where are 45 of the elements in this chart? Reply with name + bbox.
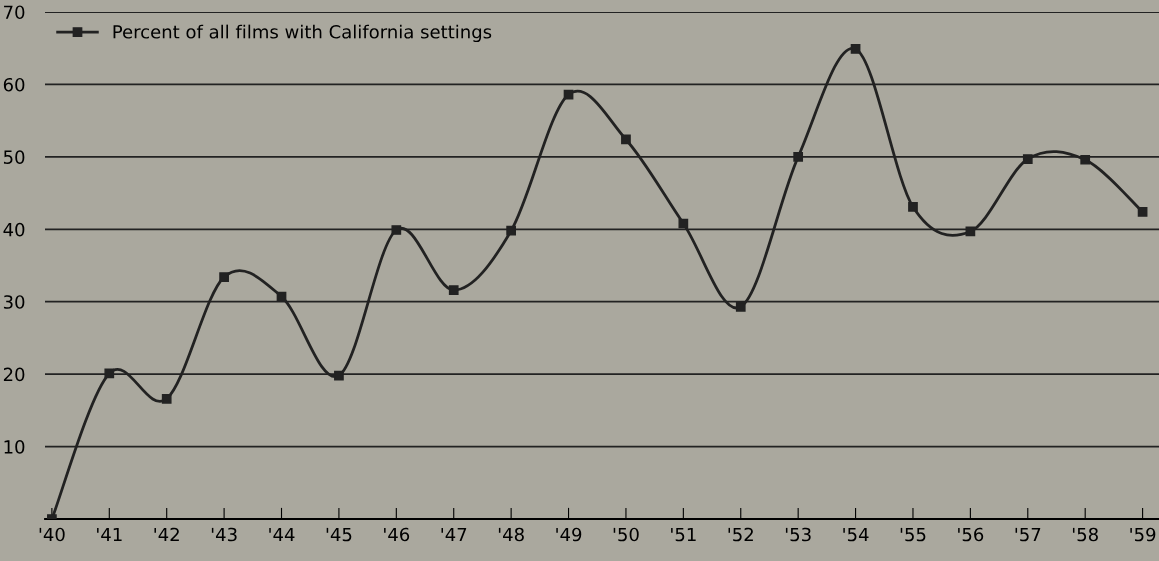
legend-label: Percent of all films with California settings	[113, 24, 492, 43]
x-tick-label: '46	[384, 527, 410, 542]
x-tick-label: '40	[39, 527, 65, 542]
x-tick-label: '49	[556, 527, 582, 542]
x-tick-label: '45	[326, 527, 352, 542]
point	[276, 291, 287, 302]
point	[793, 151, 804, 162]
x-tick-label: '42	[154, 527, 179, 542]
y-tick-label: 10	[4, 440, 25, 454]
x-tick-label: '48	[498, 527, 524, 542]
point	[334, 370, 344, 381]
x-tick-label: '44	[269, 527, 295, 542]
x-tick-label: '53	[785, 527, 811, 542]
y-tick-label: 60	[3, 77, 25, 92]
point	[1080, 154, 1091, 165]
point	[621, 134, 631, 145]
point	[908, 201, 918, 212]
point	[219, 272, 229, 282]
point	[735, 301, 746, 312]
point	[678, 218, 689, 229]
point	[448, 285, 459, 295]
y-tick-label: 50	[3, 150, 25, 164]
y-tick-label: 40	[3, 222, 25, 237]
y-tick-label: 70	[4, 5, 25, 20]
y-tick-label: 30	[3, 295, 25, 309]
point	[506, 225, 516, 236]
x-tick-label: '54	[843, 527, 869, 542]
x-tick-label: '58	[1072, 527, 1098, 542]
x-tick-label: '47	[441, 527, 467, 542]
point	[161, 393, 172, 404]
x-tick-label: '55	[900, 527, 926, 542]
point	[850, 44, 861, 54]
point	[391, 225, 402, 235]
point	[104, 368, 115, 379]
point	[1137, 207, 1148, 217]
x-tick-label: '56	[958, 527, 984, 542]
x-tick-label: '50	[613, 527, 639, 542]
point	[1022, 154, 1033, 164]
x-tick-label: '51	[671, 527, 696, 542]
x-tick-label: '59	[1130, 527, 1156, 542]
x-tick-label: '52	[728, 527, 753, 542]
x-tick-label: '57	[1015, 527, 1041, 542]
x-tick-label: '43	[211, 527, 237, 542]
y-tick-label: 20	[3, 367, 25, 382]
x-tick-label: '41	[97, 527, 122, 542]
